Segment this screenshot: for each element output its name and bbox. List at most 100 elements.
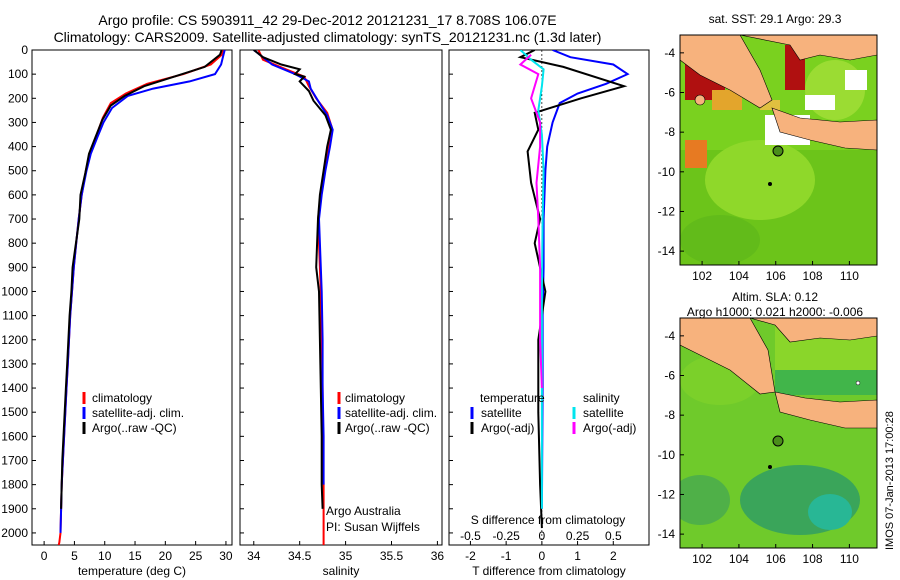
depth-tick-label: 400 [8,140,28,154]
sla-map-title-2: Argo h1000: 0.021 h2000: -0.006 [686,305,864,319]
map-lon-tick-label: 106 [766,269,786,283]
t-difference-axis-label: T difference from climatology [472,564,626,578]
sal-legend-satellite: satellite-adj. clim. [345,406,437,420]
depth-tick-label: 1000 [1,284,28,298]
argo-location-marker-top [772,145,784,157]
salinity-axis-label: salinity [323,564,360,578]
map-lat-tick-label: -6 [664,86,675,100]
argo-australia-note: Argo Australia [326,504,401,518]
t-difference-tick-label: 0 [539,549,546,563]
map-lon-tick-label: 102 [692,269,712,283]
axes-group: 0100200300400500600700800900100011001200… [1,43,622,563]
difference-series-temperature-satellite [540,50,630,509]
map-lat-tick-label: -6 [664,369,675,383]
s-difference-tick-label: 0.5 [605,529,622,543]
depth-tick-label: 2000 [1,526,28,540]
temperature-tick-label: 15 [128,549,142,563]
diff-legend-s-satellite: satellite [583,406,624,420]
depth-tick-label: 1500 [1,405,28,419]
sal-legend-argo: Argo(..raw -QC) [345,421,430,435]
map-lat-tick-label: -14 [658,244,676,258]
map-lat-tick-label: -10 [658,165,676,179]
salinity-tick-label: 35 [339,549,353,563]
s-difference-tick-label: 0 [539,529,546,543]
title-line-2: Climatology: CARS2009. Satellite-adjuste… [53,29,602,45]
depth-tick-label: 100 [8,67,28,81]
s-difference-label: S difference from climatology [471,513,626,527]
temperature-tick-label: 25 [189,549,203,563]
map-lon-tick-label: 106 [766,552,786,566]
temperature-legend: climatology satellite-adj. clim. Argo(..… [82,391,184,435]
map-lon-tick-label: 102 [692,552,712,566]
depth-tick-label: 1700 [1,453,28,467]
salinity-tick-label: 35.5 [380,549,404,563]
sst-map [679,34,878,266]
depth-tick-label: 800 [8,236,28,250]
t-difference-tick-label: -1 [501,549,512,563]
depth-tick-label: 0 [21,43,28,57]
diff-legend-s-argo: Argo(-adj) [583,421,636,435]
salinity-series-group [253,50,334,545]
map-lon-tick-label: 108 [803,269,823,283]
sla-map [679,317,878,549]
salinity-tick-label: 34.5 [288,549,312,563]
s-difference-tick-label: 0.25 [566,529,590,543]
map-lat-tick-label: -4 [664,329,675,343]
sal-legend-climatology: climatology [345,391,405,405]
depth-tick-label: 1800 [1,478,28,492]
salinity-tick-label: 34 [247,549,261,563]
depth-tick-label: 200 [8,91,28,105]
depth-tick-label: 1900 [1,502,28,516]
depth-tick-label: 900 [8,260,28,274]
depth-tick-label: 1100 [2,309,28,323]
depth-tick-label: 300 [8,115,28,129]
depth-tick-label: 500 [8,164,28,178]
pi-note: PI: Susan Wijffels [326,520,420,534]
sst-map-title: sat. SST: 29.1 Argo: 29.3 [708,12,842,26]
temp-legend-satellite: satellite-adj. clim. [92,406,184,420]
map-lat-tick-label: -14 [658,527,676,541]
sla-map-title-1: Altim. SLA: 0.12 [731,290,819,304]
map-lat-tick-label: -8 [664,408,675,422]
difference-series-salinity-satellite [519,50,545,509]
map-lon-tick-label: 110 [840,269,859,283]
depth-tick-label: 1600 [1,429,28,443]
depth-tick-label: 1200 [1,333,28,347]
temp-legend-argo: Argo(..raw -QC) [92,421,177,435]
salinity-series-satellite-adj-clim [253,50,334,485]
map-lon-tick-label: 108 [803,552,823,566]
s-difference-tick-label: -0.5 [460,529,481,543]
temperature-tick-label: 5 [71,549,78,563]
title-line-1: Argo profile: CS 5903911_42 29-Dec-2012 … [98,12,557,28]
salinity-plot-frame [239,49,443,546]
salinity-tick-label: 36 [431,549,445,563]
map-lat-tick-label: -4 [664,46,675,60]
map-lon-tick-label: 104 [729,552,749,566]
salinity-legend: climatology satellite-adj. clim. Argo(..… [326,391,437,534]
map-lat-tick-label: -10 [658,448,676,462]
argo-location-marker-bottom [772,435,784,447]
difference-series-salinity-argo-adj [518,54,543,389]
map-lon-tick-label: 110 [840,552,859,566]
map-lat-tick-label: -12 [658,204,676,218]
diff-legend-salinity-heading: salinity [583,391,620,405]
diff-legend-t-satellite: satellite [481,406,522,420]
salinity-series-argo-raw-qc [253,50,332,509]
map-lon-tick-label: 104 [729,269,749,283]
difference-series-temperature-argo-adj [517,50,628,529]
map-lat-tick-label: -8 [664,125,675,139]
temperature-tick-label: 0 [41,549,48,563]
depth-tick-label: 700 [8,212,28,226]
temperature-plot-frame [31,49,233,546]
t-difference-tick-label: -2 [465,549,476,563]
map-lat-tick-label: -12 [658,487,676,501]
temperature-axis-label: temperature (deg C) [78,564,186,578]
difference-series-group [517,50,630,545]
depth-tick-label: 1400 [1,381,28,395]
map-axes-group: -4 -6 -8 -10 -12 -14 102 104 106 108 110 -4 -6 -8 -10 -… [658,46,860,566]
temp-legend-climatology: climatology [92,391,152,405]
t-difference-tick-label: 1 [574,549,581,563]
temperature-tick-label: 20 [159,549,173,563]
temperature-series-group [57,50,226,545]
temperature-tick-label: 10 [98,549,112,563]
